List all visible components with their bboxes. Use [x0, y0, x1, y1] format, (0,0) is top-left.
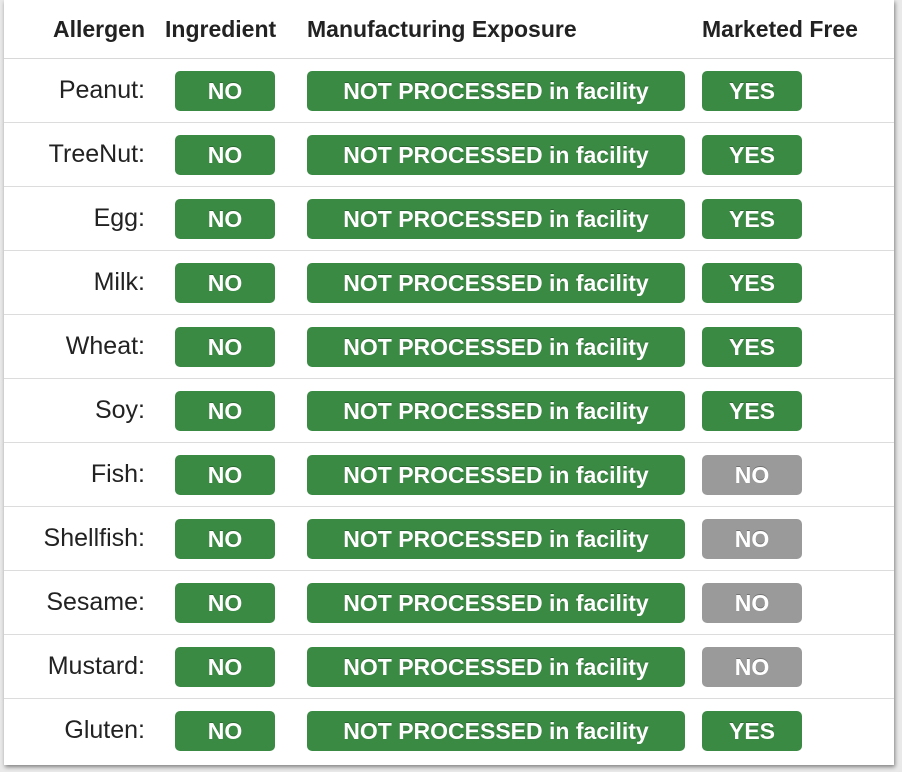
- ingredient-cell: NO: [155, 699, 305, 763]
- ingredient-cell: NO: [155, 186, 305, 251]
- marketed-free-cell: NO: [702, 634, 894, 699]
- header-marketed-free: Marketed Free: [702, 0, 894, 59]
- ingredient-cell: NO: [155, 570, 305, 635]
- marketed-free-cell: NO: [702, 506, 894, 571]
- manufacturing-cell: NOT PROCESSED in facility: [305, 186, 702, 251]
- marketed-free-badge: NO: [702, 646, 802, 687]
- table-row-treenut: TreeNut: NO NOT PROCESSED in facility YE…: [4, 122, 894, 187]
- marketed-free-badge: NO: [702, 582, 802, 623]
- allergen-name: Mustard:: [4, 634, 155, 699]
- marketed-free-cell: YES: [702, 699, 894, 763]
- marketed-free-badge: NO: [702, 518, 802, 559]
- marketed-free-cell: YES: [702, 378, 894, 443]
- marketed-free-cell: YES: [702, 186, 894, 251]
- allergen-name: Egg:: [4, 186, 155, 251]
- manufacturing-cell: NOT PROCESSED in facility: [305, 442, 702, 507]
- manufacturing-badge: NOT PROCESSED in facility: [307, 198, 685, 239]
- ingredient-cell: NO: [155, 250, 305, 315]
- allergen-name: Peanut:: [4, 58, 155, 123]
- table-row-gluten: Gluten: NO NOT PROCESSED in facility YES: [4, 699, 894, 763]
- table-row-egg: Egg: NO NOT PROCESSED in facility YES: [4, 186, 894, 251]
- ingredient-cell: NO: [155, 634, 305, 699]
- table-row-milk: Milk: NO NOT PROCESSED in facility YES: [4, 250, 894, 315]
- marketed-free-cell: YES: [702, 250, 894, 315]
- ingredient-cell: NO: [155, 58, 305, 123]
- table-row-sesame: Sesame: NO NOT PROCESSED in facility NO: [4, 570, 894, 635]
- allergen-rows: Peanut: NO NOT PROCESSED in facility YES…: [4, 58, 894, 763]
- ingredient-cell: NO: [155, 122, 305, 187]
- header-allergen: Allergen: [4, 0, 155, 59]
- ingredient-badge: NO: [175, 710, 275, 751]
- manufacturing-cell: NOT PROCESSED in facility: [305, 634, 702, 699]
- table-row-peanut: Peanut: NO NOT PROCESSED in facility YES: [4, 58, 894, 123]
- manufacturing-cell: NOT PROCESSED in facility: [305, 250, 702, 315]
- ingredient-badge: NO: [175, 262, 275, 303]
- manufacturing-badge: NOT PROCESSED in facility: [307, 390, 685, 431]
- table-header-row: Allergen Ingredient Manufacturing Exposu…: [4, 0, 894, 59]
- manufacturing-cell: NOT PROCESSED in facility: [305, 570, 702, 635]
- allergen-name: Fish:: [4, 442, 155, 507]
- ingredient-cell: NO: [155, 314, 305, 379]
- header-manufacturing-exposure: Manufacturing Exposure: [305, 0, 702, 59]
- manufacturing-cell: NOT PROCESSED in facility: [305, 314, 702, 379]
- marketed-free-cell: NO: [702, 442, 894, 507]
- marketed-free-badge: YES: [702, 70, 802, 111]
- ingredient-badge: NO: [175, 454, 275, 495]
- header-ingredient: Ingredient: [155, 0, 305, 59]
- marketed-free-cell: YES: [702, 122, 894, 187]
- manufacturing-badge: NOT PROCESSED in facility: [307, 134, 685, 175]
- ingredient-badge: NO: [175, 582, 275, 623]
- ingredient-badge: NO: [175, 646, 275, 687]
- manufacturing-cell: NOT PROCESSED in facility: [305, 506, 702, 571]
- manufacturing-badge: NOT PROCESSED in facility: [307, 326, 685, 367]
- manufacturing-cell: NOT PROCESSED in facility: [305, 378, 702, 443]
- marketed-free-badge: YES: [702, 326, 802, 367]
- manufacturing-badge: NOT PROCESSED in facility: [307, 262, 685, 303]
- allergen-name: TreeNut:: [4, 122, 155, 187]
- manufacturing-badge: NOT PROCESSED in facility: [307, 518, 685, 559]
- marketed-free-badge: YES: [702, 710, 802, 751]
- ingredient-cell: NO: [155, 442, 305, 507]
- manufacturing-badge: NOT PROCESSED in facility: [307, 582, 685, 623]
- ingredient-badge: NO: [175, 70, 275, 111]
- marketed-free-cell: NO: [702, 570, 894, 635]
- allergen-name: Sesame:: [4, 570, 155, 635]
- marketed-free-cell: YES: [702, 314, 894, 379]
- marketed-free-badge: YES: [702, 390, 802, 431]
- manufacturing-badge: NOT PROCESSED in facility: [307, 70, 685, 111]
- allergen-name: Gluten:: [64, 716, 145, 744]
- manufacturing-cell: NOT PROCESSED in facility: [305, 122, 702, 187]
- marketed-free-cell: YES: [702, 58, 894, 123]
- marketed-free-badge: YES: [702, 262, 802, 303]
- manufacturing-badge: NOT PROCESSED in facility: [307, 454, 685, 495]
- allergen-panel: Allergen Ingredient Manufacturing Exposu…: [4, 0, 894, 765]
- ingredient-badge: NO: [175, 390, 275, 431]
- ingredient-badge: NO: [175, 518, 275, 559]
- ingredient-badge: NO: [175, 326, 275, 367]
- manufacturing-badge: NOT PROCESSED in facility: [307, 646, 685, 687]
- allergen-name: Milk:: [4, 250, 155, 315]
- table-row-soy: Soy: NO NOT PROCESSED in facility YES: [4, 378, 894, 443]
- marketed-free-badge: YES: [702, 134, 802, 175]
- manufacturing-cell: NOT PROCESSED in facility: [305, 699, 702, 763]
- allergen-table: Allergen Ingredient Manufacturing Exposu…: [4, 0, 894, 762]
- table-row-shellfish: Shellfish: NO NOT PROCESSED in facility …: [4, 506, 894, 571]
- manufacturing-badge: NOT PROCESSED in facility: [307, 710, 685, 751]
- allergen-name: Shellfish:: [4, 506, 155, 571]
- ingredient-badge: NO: [175, 198, 275, 239]
- marketed-free-badge: NO: [702, 454, 802, 495]
- marketed-free-badge: YES: [702, 198, 802, 239]
- manufacturing-cell: NOT PROCESSED in facility: [305, 58, 702, 123]
- allergen-name: Wheat:: [4, 314, 155, 379]
- ingredient-badge: NO: [175, 134, 275, 175]
- ingredient-cell: NO: [155, 506, 305, 571]
- table-row-fish: Fish: NO NOT PROCESSED in facility NO: [4, 442, 894, 507]
- table-row-wheat: Wheat: NO NOT PROCESSED in facility YES: [4, 314, 894, 379]
- ingredient-cell: NO: [155, 378, 305, 443]
- allergen-name: Soy:: [4, 378, 155, 443]
- table-row-mustard: Mustard: NO NOT PROCESSED in facility NO: [4, 634, 894, 699]
